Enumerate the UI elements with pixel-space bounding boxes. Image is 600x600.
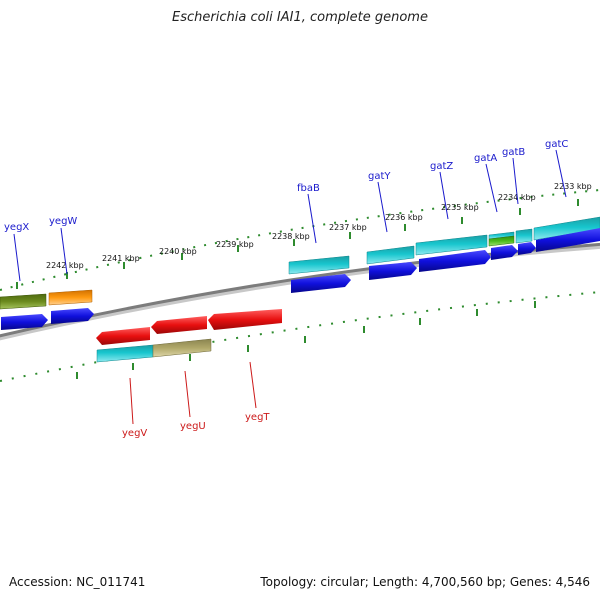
gene-label-yegV[interactable]: yegV (122, 428, 147, 439)
forward-gene-labels (13, 149, 567, 282)
gene-feature-yegW[interactable] (48, 289, 93, 306)
cds-arrow[interactable] (369, 262, 417, 280)
gene-feature-gatY[interactable] (366, 245, 415, 265)
reverse-gene-names: yegV yegU yegT (122, 412, 270, 439)
gene-feature-yegU[interactable] (152, 338, 212, 358)
gene-label-fbaB[interactable]: fbaB (297, 183, 320, 194)
forward-major-ticks (16, 199, 579, 289)
accession-label: Accession: (9, 575, 73, 589)
gene-feature-gatB[interactable] (515, 228, 533, 244)
forward-gene-features (0, 216, 600, 310)
gene-feature-fbaB[interactable] (288, 255, 350, 275)
cds-arrow[interactable] (419, 250, 491, 272)
cds-arrow[interactable] (51, 308, 94, 324)
gene-feature-yegV[interactable] (96, 344, 154, 363)
reverse-cds-arrows (96, 309, 282, 345)
kbp-label: 2242 kbp (46, 261, 84, 270)
gene-label-yegW[interactable]: yegW (49, 216, 77, 227)
gene-label-yegX[interactable]: yegX (4, 222, 29, 233)
gene-label-gatY[interactable]: gatY (368, 171, 391, 182)
kbp-label: 2239 kbp (216, 240, 254, 249)
kbp-label: 2237 kbp (329, 223, 367, 232)
gene-label-gatZ[interactable]: gatZ (430, 161, 453, 172)
accession-value: NC_011741 (76, 575, 146, 589)
cds-arrow[interactable] (96, 327, 150, 345)
gene-feature-gatA[interactable] (488, 235, 515, 247)
gene-feature-gatZ[interactable] (415, 234, 488, 256)
cds-arrow[interactable] (536, 228, 600, 252)
cds-arrow[interactable] (491, 245, 518, 260)
kbp-label: 2241 kbp (102, 254, 140, 263)
reverse-major-ticks (76, 301, 536, 379)
cds-arrow[interactable] (291, 274, 351, 293)
gene-feature-gatC[interactable] (533, 216, 600, 241)
kbp-label: 2240 kbp (159, 247, 197, 256)
reverse-gene-features (96, 338, 212, 363)
forward-gene-names: yegX yegW fbaB gatY gatZ gatA gatB gatC (4, 139, 568, 233)
kbp-label: 2236 kbp (385, 213, 423, 222)
genome-summary: Topology: circular; Length: 4,700,560 bp… (260, 575, 590, 589)
gene-label-gatB[interactable]: gatB (502, 147, 525, 158)
reverse-scale (0, 291, 600, 382)
cds-arrow[interactable] (151, 316, 207, 334)
cds-arrow[interactable] (518, 242, 536, 255)
gene-label-yegU[interactable]: yegU (180, 421, 206, 432)
accession-text: Accession: NC_011741 (9, 575, 145, 589)
kbp-label: 2238 kbp (272, 232, 310, 241)
kbp-label: 2235 kbp (441, 203, 479, 212)
forward-cds-arrows (1, 228, 600, 330)
gene-label-yegT[interactable]: yegT (245, 412, 270, 423)
reverse-gene-labels (129, 361, 257, 425)
gene-label-gatC[interactable]: gatC (545, 139, 568, 150)
gene-label-gatA[interactable]: gatA (474, 153, 497, 164)
cds-arrow[interactable] (208, 309, 282, 330)
page-title: Escherichia coli IAI1, complete genome (172, 10, 428, 25)
kbp-label: 2233 kbp (554, 182, 592, 191)
cds-arrow[interactable] (1, 314, 48, 330)
gene-feature-yegX[interactable] (0, 293, 47, 310)
